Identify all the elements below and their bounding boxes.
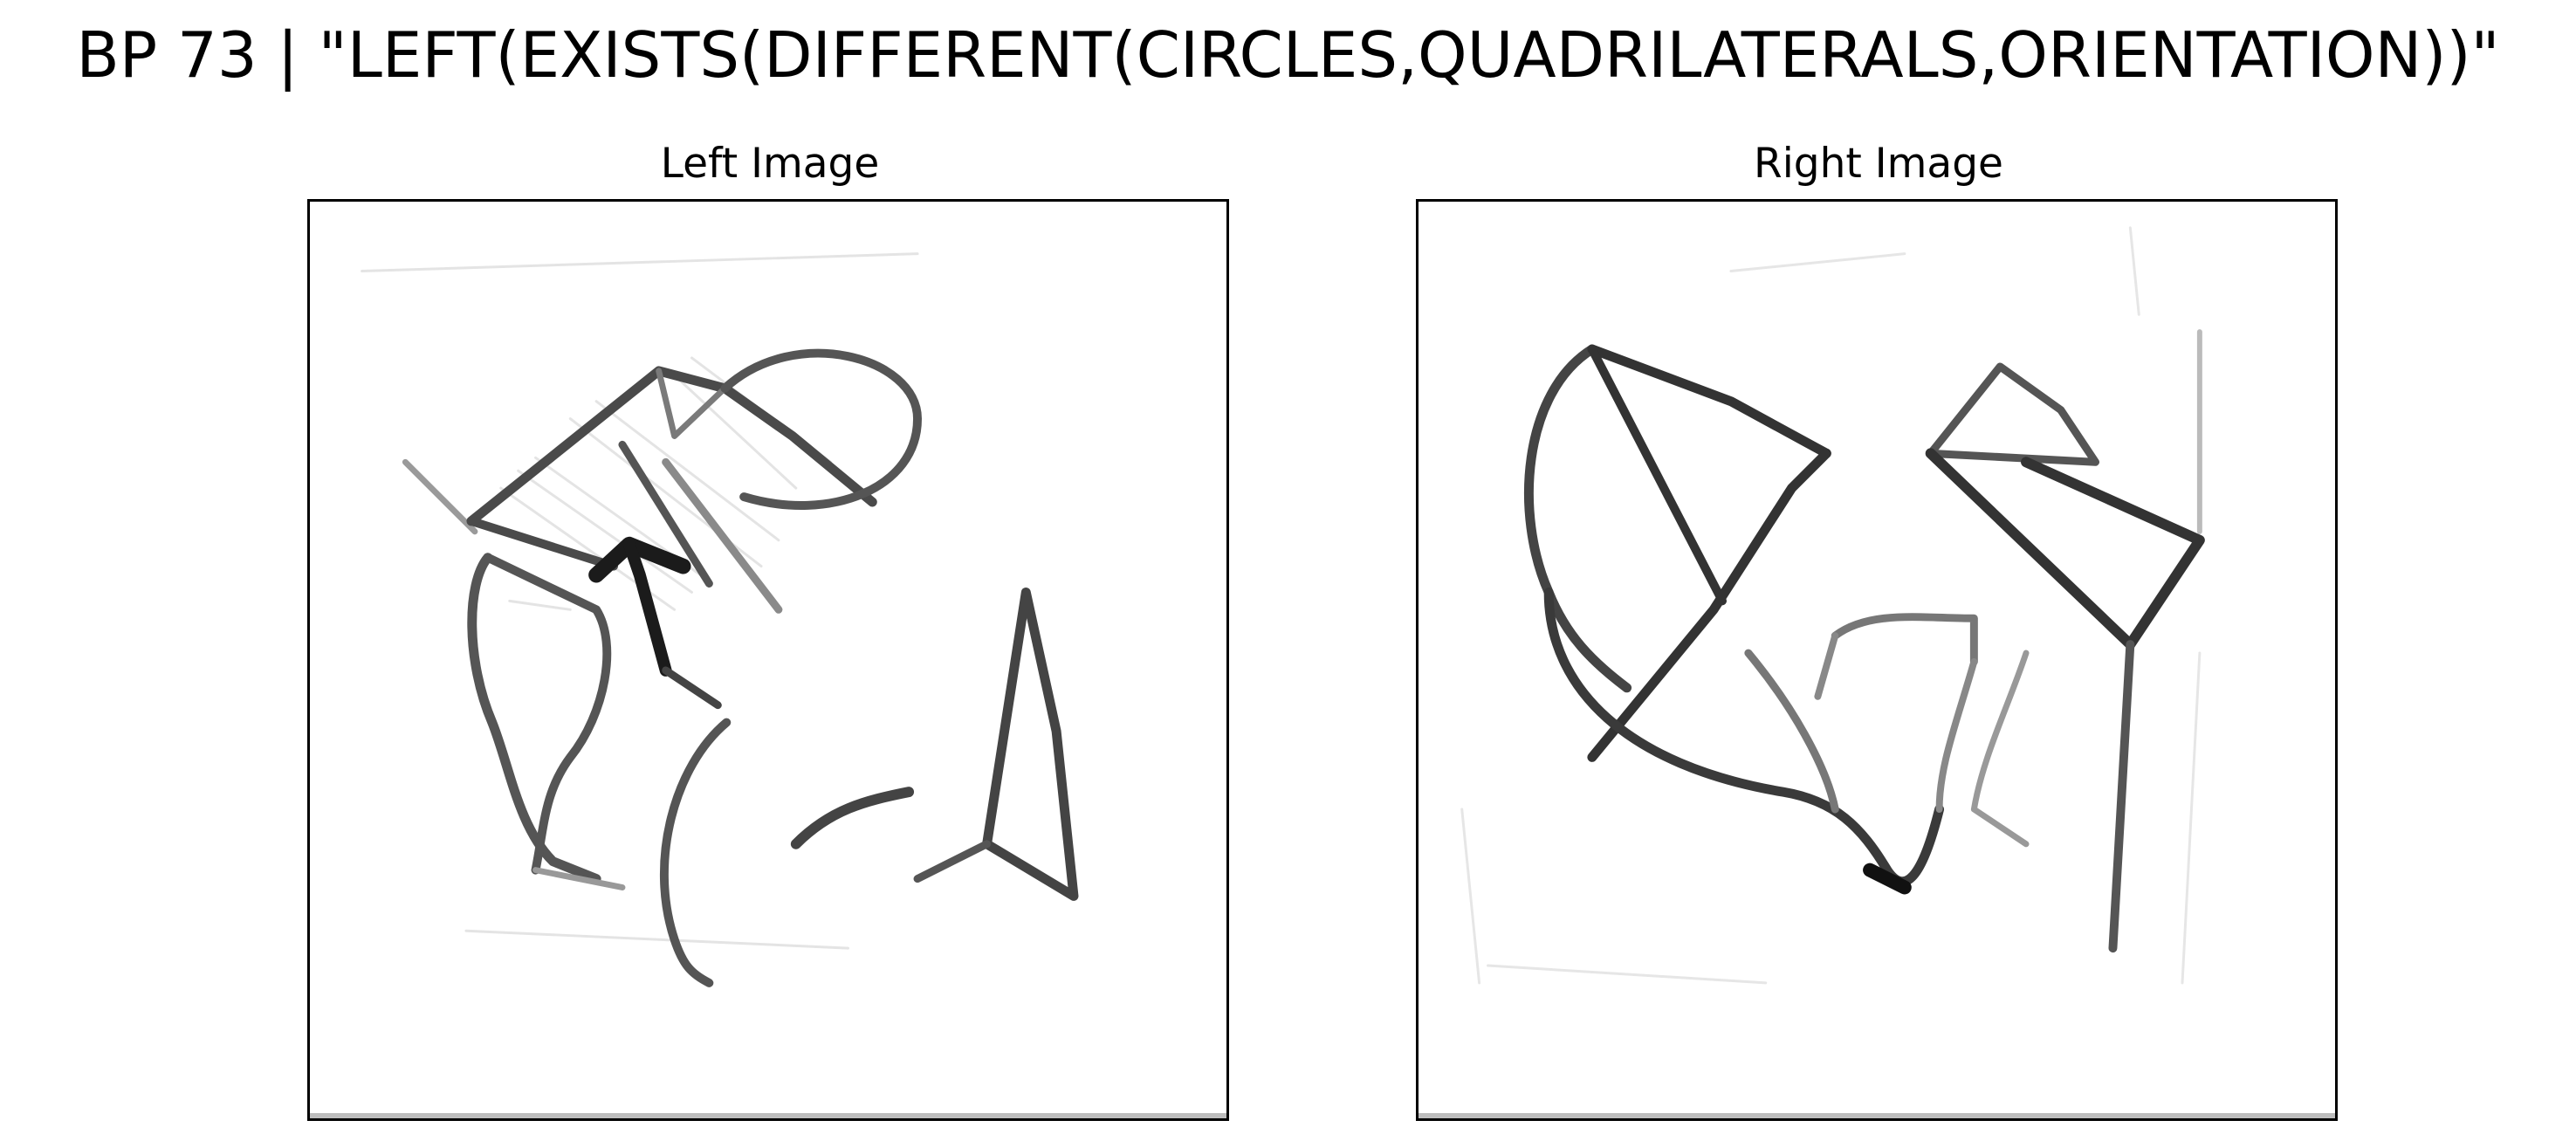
right-sketch-icon [1460, 226, 2205, 985]
figure-title: BP 73 | "LEFT(EXISTS(DIFFERENT(CIRCLES,Q… [76, 18, 2500, 92]
right-image-panel [1416, 199, 2338, 1121]
left-frame-edge [310, 1113, 1226, 1118]
right-panel-title: Right Image [1754, 140, 2003, 188]
left-image-panel [307, 199, 1229, 1121]
left-panel-title: Left Image [660, 140, 880, 188]
right-frame-edge [1419, 1113, 2335, 1118]
left-sketch-icon [361, 252, 1079, 987]
